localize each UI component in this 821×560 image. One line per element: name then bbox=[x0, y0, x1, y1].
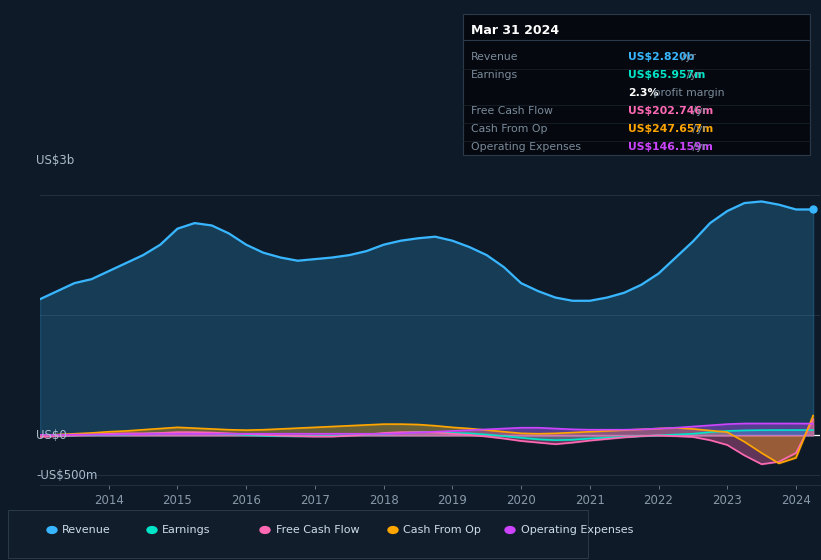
Text: US$0: US$0 bbox=[36, 429, 67, 442]
Text: Operating Expenses: Operating Expenses bbox=[471, 142, 581, 152]
Text: /yr: /yr bbox=[689, 106, 707, 116]
Text: profit margin: profit margin bbox=[650, 88, 724, 99]
Text: /yr: /yr bbox=[689, 142, 707, 152]
Text: /yr: /yr bbox=[677, 53, 695, 62]
Text: Free Cash Flow: Free Cash Flow bbox=[276, 525, 360, 535]
Text: -US$500m: -US$500m bbox=[36, 469, 97, 482]
Text: Mar 31 2024: Mar 31 2024 bbox=[471, 24, 559, 36]
Text: Revenue: Revenue bbox=[471, 53, 519, 62]
Text: US$3b: US$3b bbox=[36, 155, 74, 167]
Text: US$65.957m: US$65.957m bbox=[628, 71, 705, 81]
Text: Earnings: Earnings bbox=[471, 71, 518, 81]
Text: Free Cash Flow: Free Cash Flow bbox=[471, 106, 553, 116]
Text: US$146.159m: US$146.159m bbox=[628, 142, 713, 152]
Text: /yr: /yr bbox=[689, 124, 707, 134]
Text: Operating Expenses: Operating Expenses bbox=[521, 525, 633, 535]
Text: Revenue: Revenue bbox=[62, 525, 111, 535]
Text: Earnings: Earnings bbox=[162, 525, 210, 535]
Text: Cash From Op: Cash From Op bbox=[471, 124, 548, 134]
Text: US$2.820b: US$2.820b bbox=[628, 53, 695, 62]
Text: US$202.746m: US$202.746m bbox=[628, 106, 713, 116]
Text: US$247.657m: US$247.657m bbox=[628, 124, 713, 134]
Text: 2.3%: 2.3% bbox=[628, 88, 658, 99]
Text: /yr: /yr bbox=[683, 71, 701, 81]
Text: Cash From Op: Cash From Op bbox=[403, 525, 481, 535]
